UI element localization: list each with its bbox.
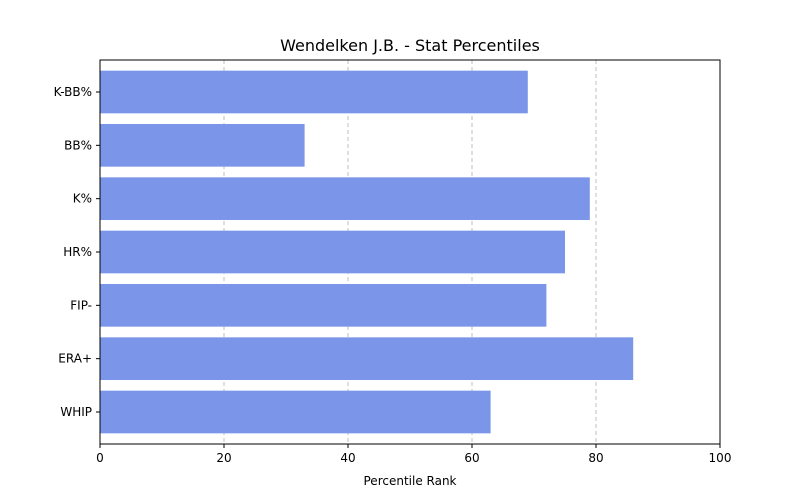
bar-k- bbox=[100, 177, 590, 220]
y-tick-label: WHIP bbox=[60, 405, 92, 419]
y-axis-ticks: K-BB% BB% K% HR% FIP- ERA+ WHIP bbox=[54, 85, 100, 419]
x-tick-label: 20 bbox=[216, 451, 231, 465]
x-tick-label: 100 bbox=[709, 451, 732, 465]
bar-whip bbox=[100, 390, 491, 434]
x-axis-ticks: 0 20 40 60 80 100 bbox=[96, 444, 731, 465]
y-tick-label: ERA+ bbox=[58, 352, 92, 366]
y-tick-label: K% bbox=[73, 192, 92, 206]
y-tick-label: HR% bbox=[63, 245, 92, 259]
bar-bb- bbox=[100, 124, 305, 167]
bar-k-bb- bbox=[100, 70, 528, 114]
x-tick-label: 80 bbox=[588, 451, 603, 465]
chart-title: Wendelken J.B. - Stat Percentiles bbox=[280, 36, 540, 55]
x-tick-label: 60 bbox=[464, 451, 479, 465]
bars bbox=[100, 70, 634, 434]
x-tick-label: 0 bbox=[96, 451, 104, 465]
x-tick-label: 40 bbox=[340, 451, 355, 465]
bar-fip- bbox=[100, 284, 547, 327]
bar-era- bbox=[100, 337, 634, 380]
bar-hr- bbox=[100, 230, 565, 274]
y-tick-label: BB% bbox=[64, 138, 92, 152]
x-axis-label: Percentile Rank bbox=[364, 474, 457, 488]
y-tick-label: FIP- bbox=[70, 298, 92, 312]
y-tick-label: K-BB% bbox=[54, 85, 92, 99]
